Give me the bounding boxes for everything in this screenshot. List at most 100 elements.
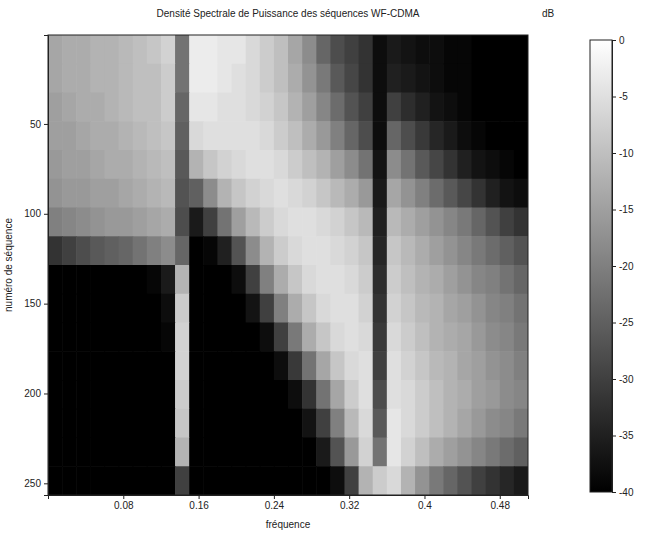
x-axis-tick: 0.16 [189,495,209,511]
heatmap-cell [429,179,444,208]
heatmap-cell [260,438,275,467]
heatmap-cell [76,64,91,93]
heatmap-cell [457,179,472,208]
heatmap-cell [246,121,261,150]
colorbar-axis-tick: -25 [612,317,634,328]
heatmap-cell [260,35,275,64]
heatmap-cell [373,208,388,237]
x-axis-tick-label: 0.48 [491,500,511,511]
heatmap-cell [415,409,430,438]
heatmap-cell [246,438,261,467]
heatmap-cell [246,294,261,323]
heatmap-cell [316,93,331,122]
heatmap-cell [514,35,528,64]
heatmap-cell [90,409,105,438]
colorbar-axis-tick-label: -40 [619,487,634,498]
y-axis-tick-label: 50 [30,119,42,130]
heatmap-cell [119,208,134,237]
heatmap-cell [415,438,430,467]
heatmap-cell [260,121,275,150]
heatmap-cell [217,35,232,64]
heatmap-cell [133,179,148,208]
heatmap-cell [76,236,91,265]
heatmap-cell [302,438,317,467]
heatmap-cell [274,208,289,237]
heatmap-cell [288,466,303,495]
colorbar-axis-tick: -10 [612,148,634,159]
heatmap-cell [203,236,218,265]
heatmap-cell [401,93,416,122]
heatmap-cell [76,93,91,122]
heatmap-cell [472,265,487,294]
heatmap-cell [48,93,63,122]
heatmap-cell [457,438,472,467]
heatmap-cell [302,121,317,150]
heatmap-cell [48,35,63,64]
heatmap-cell [316,179,331,208]
heatmap-cell [232,208,247,237]
heatmap-cell [344,208,359,237]
heatmap-cell [457,265,472,294]
heatmap-cell [274,179,289,208]
heatmap-cell [302,294,317,323]
heatmap-cell [90,466,105,495]
y-axis-tick: 50 [30,119,48,130]
heatmap-cell [387,265,402,294]
heatmap-cell [429,150,444,179]
colorbar-axis-tick: -30 [612,374,634,385]
heatmap-cell [274,150,289,179]
heatmap-cell [316,236,331,265]
heatmap-cell [302,409,317,438]
heatmap-cell [232,438,247,467]
heatmap-cell [472,351,487,380]
heatmap-cell [246,323,261,352]
heatmap-cell [472,323,487,352]
heatmap-cell [472,208,487,237]
heatmap-cell [472,380,487,409]
heatmap-cell [387,150,402,179]
heatmap-cell [401,409,416,438]
heatmap-cell [415,35,430,64]
heatmap-cell [104,265,119,294]
heatmap-cell [175,121,190,150]
heatmap-cell [359,409,374,438]
heatmap-cell [429,466,444,495]
heatmap-cell [76,150,91,179]
heatmap-cell [203,93,218,122]
heatmap-cell [161,179,176,208]
heatmap-cell [330,150,345,179]
heatmap-cell [62,294,77,323]
heatmap-cell [260,64,275,93]
heatmap-cell [486,294,501,323]
x-axis-title: fréquence [266,519,311,530]
heatmap-cell [415,93,430,122]
heatmap-cell [217,323,232,352]
heatmap-cell [457,64,472,93]
heatmap-cell [429,64,444,93]
heatmap-cell [119,121,134,150]
heatmap-cell [330,466,345,495]
heatmap-cell [203,438,218,467]
heatmap-cell [189,438,204,467]
heatmap-cell [119,466,134,495]
heatmap-cell [401,438,416,467]
heatmap-cell [203,323,218,352]
colorbar-axis-tick-mark [612,323,616,324]
colorbar-axis-tick-label: -30 [619,374,634,385]
heatmap-cell [175,93,190,122]
heatmap-cell [486,93,501,122]
colorbar-axis-tick: -40 [612,487,634,498]
colorbar-axis-tick-label: -35 [619,430,634,441]
heatmap-cell [274,236,289,265]
heatmap-cell [76,466,91,495]
heatmap-cell [359,150,374,179]
heatmap-cell [500,93,515,122]
heatmap-cell [90,93,105,122]
heatmap-cell [62,466,77,495]
heatmap-cell [203,35,218,64]
heatmap-cell [104,64,119,93]
heatmap-cell [330,208,345,237]
heatmap-cell [316,265,331,294]
heatmap-cell [175,64,190,93]
heatmap-cell [330,438,345,467]
